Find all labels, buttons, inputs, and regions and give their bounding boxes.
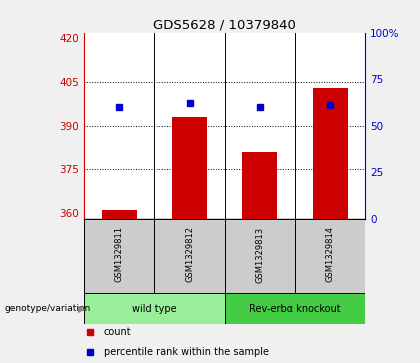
Title: GDS5628 / 10379840: GDS5628 / 10379840 [153, 19, 296, 32]
Text: Rev-erbα knockout: Rev-erbα knockout [249, 304, 341, 314]
Text: GSM1329812: GSM1329812 [185, 227, 194, 282]
Bar [312, 88, 348, 219]
Text: count: count [104, 327, 131, 337]
Bar [155, 219, 225, 293]
Bar [225, 293, 365, 324]
Text: GSM1329811: GSM1329811 [115, 227, 123, 282]
Text: genotype/variation: genotype/variation [4, 304, 90, 313]
Bar [172, 117, 207, 219]
Bar [225, 219, 295, 293]
Text: GSM1329813: GSM1329813 [255, 227, 264, 282]
Text: GSM1329814: GSM1329814 [326, 227, 335, 282]
Bar [242, 152, 278, 219]
Bar [102, 210, 137, 219]
Text: wild type: wild type [132, 304, 177, 314]
Bar [84, 219, 155, 293]
Bar [84, 293, 225, 324]
Text: ▶: ▶ [78, 304, 85, 314]
Bar [295, 219, 365, 293]
Text: percentile rank within the sample: percentile rank within the sample [104, 347, 269, 356]
